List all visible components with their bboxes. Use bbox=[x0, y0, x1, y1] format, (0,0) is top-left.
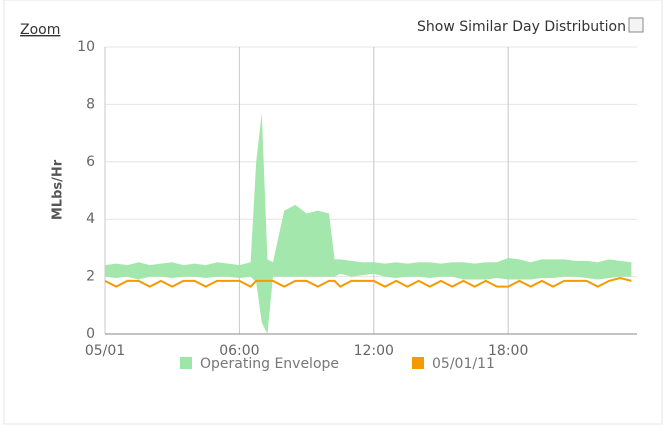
series-line bbox=[104, 277, 632, 288]
similar-day-label[interactable]: Show Similar Day Distribution bbox=[417, 19, 626, 35]
y-tick-label: 10 bbox=[77, 39, 95, 55]
y-tick-label: 6 bbox=[86, 154, 95, 170]
legend-label: 05/01/11 bbox=[432, 356, 495, 372]
y-tick-label: 0 bbox=[86, 326, 95, 342]
y-tick-label: 4 bbox=[86, 211, 95, 227]
y-tick-label: 8 bbox=[86, 96, 95, 112]
x-tick-label: 05/01 bbox=[85, 343, 125, 359]
checkbox[interactable] bbox=[628, 17, 644, 33]
y-tick-label: 2 bbox=[86, 269, 95, 285]
y-axis-label: MLbs/Hr bbox=[51, 159, 66, 220]
legend-swatch bbox=[412, 357, 424, 369]
legend-swatch bbox=[180, 357, 192, 369]
panel bbox=[3, 0, 663, 425]
x-tick-label: 12:00 bbox=[354, 343, 394, 359]
x-tick-label: 06:00 bbox=[219, 343, 259, 359]
zoom-link[interactable]: Zoom bbox=[20, 22, 60, 38]
x-tick-label: 18:00 bbox=[488, 343, 528, 359]
legend-label: Operating Envelope bbox=[200, 356, 339, 372]
